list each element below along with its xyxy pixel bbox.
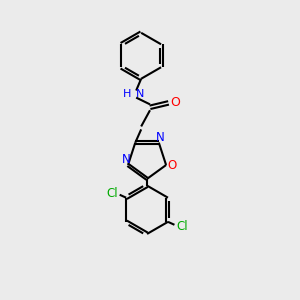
- Text: Cl: Cl: [176, 220, 188, 233]
- Text: N: N: [122, 153, 131, 166]
- Text: H: H: [122, 89, 131, 99]
- Text: O: O: [167, 158, 177, 172]
- Text: O: O: [170, 96, 180, 110]
- Text: Cl: Cl: [106, 187, 118, 200]
- Text: N: N: [156, 131, 165, 144]
- Text: N: N: [136, 89, 145, 99]
